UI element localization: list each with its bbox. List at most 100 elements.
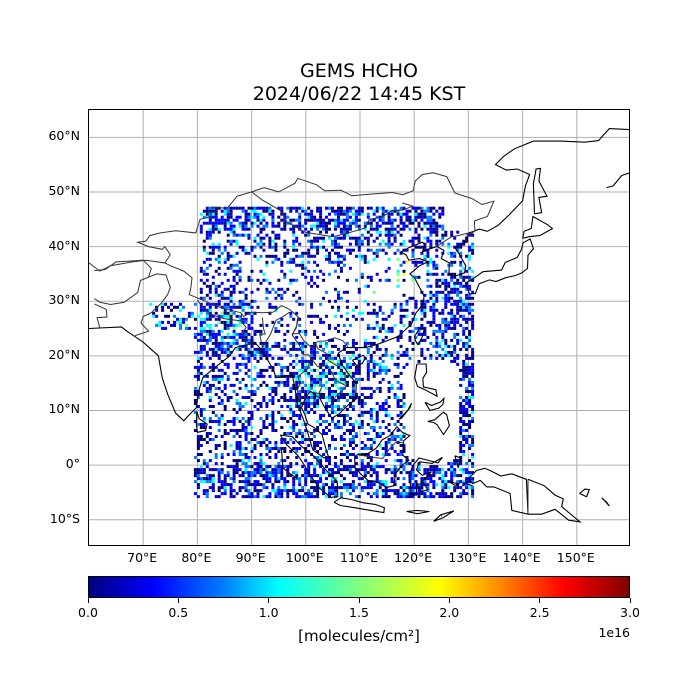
hcho-pixel bbox=[468, 275, 472, 279]
hcho-pixel bbox=[384, 368, 388, 372]
hcho-pixel bbox=[283, 399, 287, 402]
hcho-pixel bbox=[295, 386, 299, 390]
hcho-pixel bbox=[322, 218, 326, 222]
hcho-pixel bbox=[223, 429, 227, 432]
hcho-pixel bbox=[390, 471, 394, 475]
hcho-pixel bbox=[459, 402, 463, 405]
hcho-pixel bbox=[339, 495, 343, 499]
hcho-pixel bbox=[399, 335, 403, 339]
hcho-pixel bbox=[238, 323, 242, 327]
hcho-pixel bbox=[268, 474, 272, 478]
hcho-pixel bbox=[232, 468, 236, 472]
hcho-pixel bbox=[232, 489, 236, 493]
hcho-pixel bbox=[342, 230, 346, 234]
hcho-pixel bbox=[357, 356, 361, 360]
hcho-pixel bbox=[348, 468, 352, 472]
hcho-pixel bbox=[268, 450, 272, 453]
hcho-pixel bbox=[339, 462, 343, 466]
hcho-pixel bbox=[214, 287, 218, 291]
hcho-pixel bbox=[438, 468, 442, 472]
hcho-pixel bbox=[304, 480, 308, 484]
hcho-pixel bbox=[223, 245, 227, 249]
hcho-pixel bbox=[173, 323, 176, 327]
hcho-pixel bbox=[292, 347, 296, 351]
hcho-pixel bbox=[229, 341, 233, 345]
hcho-pixel bbox=[241, 377, 245, 381]
hcho-pixel bbox=[235, 314, 239, 318]
hcho-pixel bbox=[429, 215, 433, 219]
hcho-pixel bbox=[432, 212, 436, 216]
hcho-pixel bbox=[202, 329, 206, 333]
hcho-pixel bbox=[465, 374, 469, 378]
hcho-pixel bbox=[369, 411, 373, 414]
hcho-pixel bbox=[328, 368, 331, 372]
hcho-pixel bbox=[247, 417, 251, 420]
hcho-pixel bbox=[301, 254, 305, 258]
hcho-pixel bbox=[357, 245, 361, 249]
hcho-pixel bbox=[214, 435, 218, 438]
hcho-pixel bbox=[208, 323, 212, 327]
hcho-pixel bbox=[435, 465, 439, 469]
hcho-pixel bbox=[450, 287, 454, 291]
hcho-pixel bbox=[381, 453, 385, 456]
hcho-pixel bbox=[250, 383, 254, 387]
hcho-pixel bbox=[226, 347, 230, 351]
hcho-pixel bbox=[351, 489, 355, 493]
hcho-pixel bbox=[375, 462, 379, 466]
hcho-pixel bbox=[253, 332, 257, 336]
hcho-pixel bbox=[322, 245, 326, 249]
hcho-pixel bbox=[339, 380, 343, 384]
hcho-pixel bbox=[429, 230, 433, 234]
hcho-pixel bbox=[375, 254, 379, 258]
hcho-pixel bbox=[265, 453, 269, 456]
hcho-pixel bbox=[313, 489, 317, 493]
hcho-pixel bbox=[420, 305, 424, 309]
hcho-pixel bbox=[444, 317, 448, 321]
hcho-pixel bbox=[238, 317, 242, 321]
hcho-pixel bbox=[307, 251, 311, 255]
hcho-pixel bbox=[244, 233, 248, 237]
hcho-pixel bbox=[241, 471, 245, 475]
hcho-pixel bbox=[378, 486, 382, 490]
hcho-pixel bbox=[313, 411, 317, 414]
hcho-pixel bbox=[357, 212, 361, 216]
hcho-pixel bbox=[256, 374, 260, 378]
hcho-pixel bbox=[217, 299, 221, 303]
hcho-pixel bbox=[402, 221, 406, 225]
hcho-pixel bbox=[319, 390, 323, 393]
hcho-pixel bbox=[345, 465, 349, 469]
hcho-pixel bbox=[328, 350, 331, 354]
hcho-pixel bbox=[441, 278, 445, 282]
hcho-pixel bbox=[161, 305, 165, 309]
hcho-pixel bbox=[453, 299, 457, 303]
hcho-pixel bbox=[325, 371, 328, 375]
hcho-pixel bbox=[471, 353, 475, 357]
hcho-pixel bbox=[199, 423, 203, 426]
hcho-pixel bbox=[426, 251, 430, 255]
hcho-pixel bbox=[262, 206, 266, 210]
hcho-pixel bbox=[345, 317, 349, 321]
hcho-pixel bbox=[426, 227, 430, 231]
hcho-pixel bbox=[268, 399, 272, 402]
hcho-pixel bbox=[253, 347, 257, 351]
hcho-pixel bbox=[223, 486, 227, 490]
hcho-pixel bbox=[313, 405, 317, 408]
hcho-pixel bbox=[438, 477, 442, 481]
country-border bbox=[196, 299, 243, 322]
hcho-pixel bbox=[250, 393, 254, 396]
hcho-pixel bbox=[265, 438, 269, 441]
hcho-pixel bbox=[339, 245, 343, 249]
hcho-pixel bbox=[384, 365, 388, 369]
hcho-pixel bbox=[271, 423, 275, 426]
hcho-pixel bbox=[423, 236, 427, 240]
hcho-pixel bbox=[217, 402, 221, 405]
hcho-pixel bbox=[310, 275, 314, 279]
hcho-pixel bbox=[199, 453, 203, 456]
hcho-pixel bbox=[274, 305, 278, 309]
hcho-pixel bbox=[313, 402, 317, 405]
hcho-pixel bbox=[420, 492, 424, 496]
hcho-pixel bbox=[187, 326, 191, 330]
hcho-pixel bbox=[435, 248, 439, 252]
hcho-pixel bbox=[363, 447, 367, 450]
hcho-pixel bbox=[345, 206, 349, 210]
